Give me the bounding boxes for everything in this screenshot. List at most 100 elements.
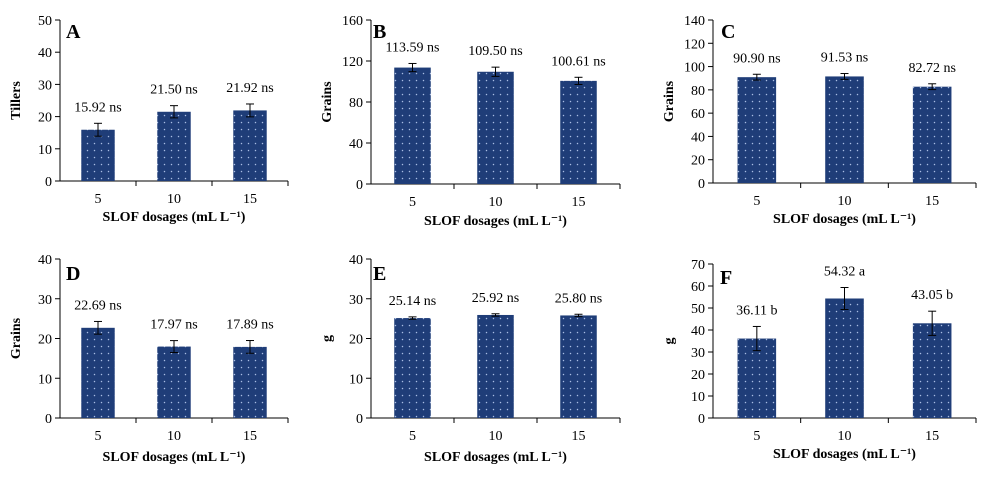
y-tick-label: 50 — [691, 302, 705, 317]
y-tick-label: 0 — [356, 412, 363, 427]
bar — [81, 327, 115, 418]
panel-letter: C — [721, 21, 735, 43]
y-tick-label: 50 — [38, 14, 52, 29]
value-label: 54.32 a — [824, 264, 866, 279]
bar — [157, 111, 191, 181]
x-tick-label: 15 — [572, 195, 586, 210]
y-tick-label: 40 — [349, 253, 363, 268]
y-tick-label: 30 — [38, 293, 52, 308]
x-tick-label: 10 — [838, 429, 852, 444]
bar — [825, 298, 864, 418]
y-tick-label: 20 — [691, 154, 705, 169]
y-tick-label: 80 — [349, 96, 363, 111]
x-axis-label: SLOF dosages (mL L⁻¹) — [424, 450, 567, 465]
value-label: 113.59 ns — [386, 40, 440, 55]
panel-c: 0 20 40 60 80 100 120 140 90.90 ns 5 91.53 ns 10 82.… — [662, 14, 977, 227]
bar — [81, 129, 115, 181]
x-tick-label: 5 — [409, 195, 416, 210]
x-tick-label: 5 — [95, 429, 102, 444]
bar — [477, 314, 514, 418]
y-tick-label: 20 — [691, 368, 705, 383]
y-tick-label: 30 — [38, 78, 52, 93]
panel-letter: A — [66, 21, 81, 43]
bar — [394, 318, 431, 418]
panel-d: 0 10 20 30 40 22.69 ns 5 17.97 ns 10 17.89 ns 15 SL… — [9, 253, 289, 465]
bar — [477, 71, 514, 184]
y-tick-label: 160 — [342, 14, 363, 29]
panel-f: 0 10 20 30 40 50 60 70 36.11 b 5 54.32 a 10 43.05 b 1… — [662, 258, 977, 462]
y-tick-label: 10 — [691, 390, 705, 405]
panel-letter: E — [373, 263, 386, 285]
y-tick-label: 100 — [684, 61, 705, 76]
y-axis-label: Tillers — [9, 81, 24, 120]
y-tick-label: 120 — [684, 37, 705, 52]
panel-letter: D — [66, 263, 80, 285]
value-label: 21.92 ns — [226, 81, 273, 96]
x-tick-label: 15 — [572, 429, 586, 444]
x-axis-label: SLOF dosages (mL L⁻¹) — [424, 214, 567, 229]
x-tick-label: 5 — [753, 194, 760, 209]
panel-letter: B — [373, 21, 386, 43]
x-tick-label: 10 — [489, 429, 503, 444]
value-label: 91.53 ns — [821, 51, 868, 66]
value-label: 15.92 ns — [74, 100, 121, 115]
x-tick-label: 15 — [925, 429, 939, 444]
panel-e: 0 10 20 30 40 25.14 ns 5 25.92 ns 10 25.80 ns 15 SL… — [320, 253, 621, 465]
value-label: 43.05 b — [911, 288, 953, 303]
y-axis-label: Grains — [9, 317, 24, 359]
y-tick-label: 40 — [38, 46, 52, 61]
bar — [233, 346, 267, 418]
x-tick-label: 10 — [167, 192, 181, 207]
y-tick-label: 20 — [38, 333, 52, 348]
bar — [394, 67, 431, 184]
y-tick-label: 10 — [38, 143, 52, 158]
bar — [737, 77, 777, 183]
value-label: 25.92 ns — [472, 291, 519, 306]
y-tick-label: 0 — [45, 175, 52, 190]
x-tick-label: 10 — [167, 429, 181, 444]
x-axis-label: SLOF dosages (mL L⁻¹) — [773, 212, 916, 227]
value-label: 25.80 ns — [555, 291, 602, 306]
x-axis-label: SLOF dosages (mL L⁻¹) — [103, 210, 246, 225]
x-tick-label: 10 — [838, 194, 852, 209]
y-tick-label: 40 — [691, 130, 705, 145]
y-tick-label: 30 — [349, 293, 363, 308]
y-tick-label: 0 — [45, 412, 52, 427]
value-label: 90.90 ns — [733, 51, 780, 66]
y-tick-label: 40 — [349, 137, 363, 152]
y-axis-label: Grains — [320, 81, 335, 123]
value-label: 17.89 ns — [226, 318, 273, 333]
value-label: 36.11 b — [736, 303, 777, 318]
x-tick-label: 5 — [95, 192, 102, 207]
y-tick-label: 20 — [349, 333, 363, 348]
value-label: 22.69 ns — [74, 298, 121, 313]
y-tick-label: 40 — [691, 324, 705, 339]
value-label: 25.14 ns — [389, 294, 436, 309]
x-axis-label: SLOF dosages (mL L⁻¹) — [773, 447, 916, 462]
x-tick-label: 5 — [753, 429, 760, 444]
x-tick-label: 15 — [243, 429, 257, 444]
y-tick-label: 20 — [38, 111, 52, 126]
panel-b: 0 40 80 120 160 113.59 ns 5 109.50 ns 10 100.61 n… — [320, 14, 621, 229]
y-axis-label: g — [320, 335, 335, 342]
y-tick-label: 40 — [38, 253, 52, 268]
bar — [825, 76, 864, 183]
y-tick-label: 70 — [691, 258, 705, 273]
y-tick-label: 10 — [38, 372, 52, 387]
bar — [233, 110, 267, 181]
x-tick-label: 15 — [925, 194, 939, 209]
bar — [560, 80, 597, 184]
y-tick-label: 120 — [342, 55, 363, 70]
bar — [912, 86, 952, 183]
x-tick-label: 10 — [489, 195, 503, 210]
y-tick-label: 0 — [698, 412, 705, 427]
x-axis-label: SLOF dosages (mL L⁻¹) — [103, 450, 246, 465]
y-axis-label: g — [662, 338, 677, 345]
y-axis-label: Grains — [662, 80, 677, 122]
bar — [560, 315, 597, 418]
y-tick-label: 0 — [356, 178, 363, 193]
value-label: 82.72 ns — [908, 61, 955, 76]
panel-letter: F — [720, 267, 732, 289]
y-tick-label: 30 — [691, 346, 705, 361]
